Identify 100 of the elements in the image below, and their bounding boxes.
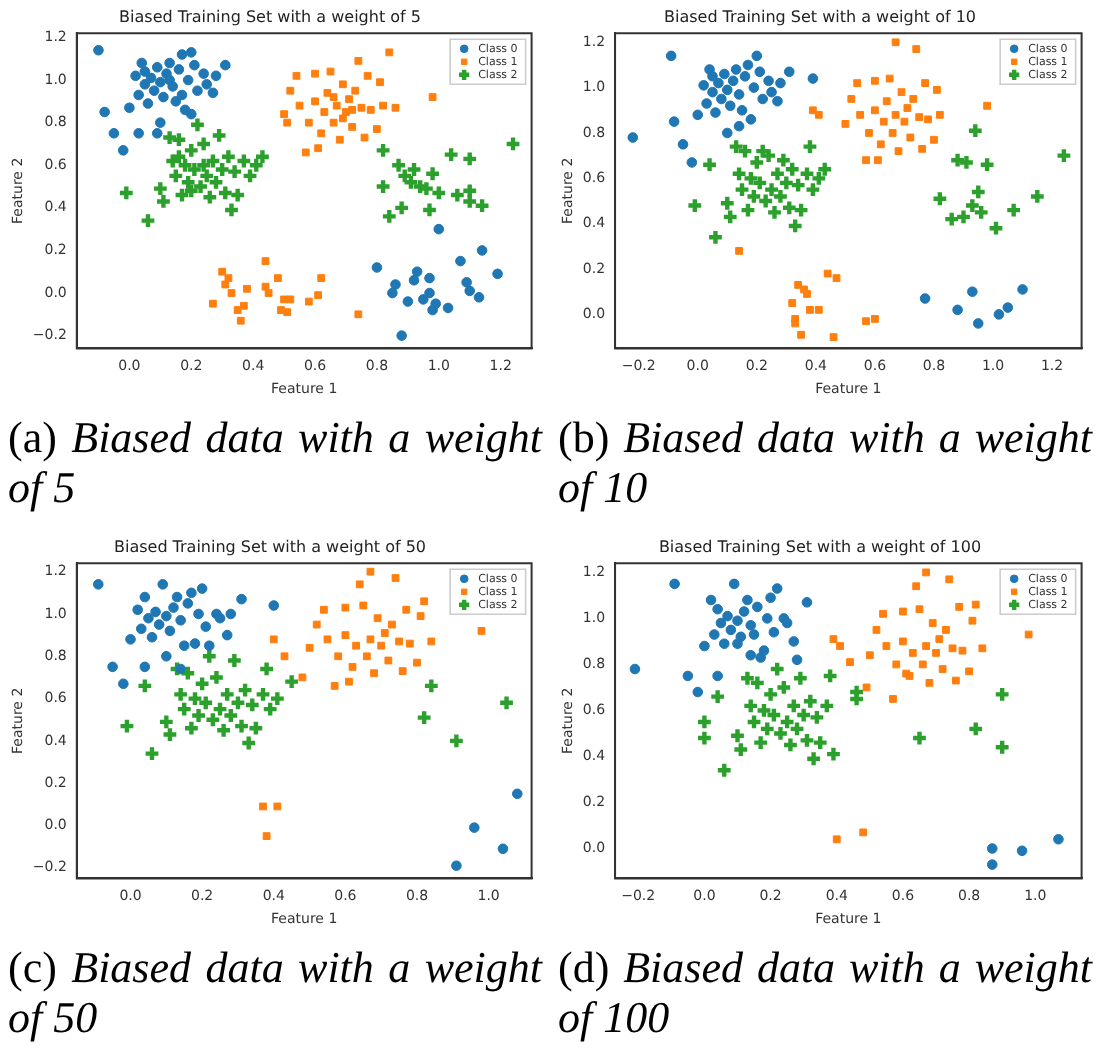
point [751, 50, 763, 62]
point [189, 59, 200, 71]
point [335, 135, 344, 144]
point [951, 676, 960, 685]
point [948, 644, 957, 653]
text: (d) Biased data with a weight of 100 [558, 942, 1092, 1042]
point [915, 605, 924, 614]
point [872, 626, 881, 634]
point [398, 667, 407, 675]
point [701, 98, 712, 109]
point [725, 624, 737, 636]
point [317, 129, 326, 138]
point [405, 639, 414, 648]
point [370, 669, 378, 678]
point [312, 620, 321, 629]
point [935, 635, 944, 644]
point [1053, 833, 1064, 845]
point [402, 605, 411, 614]
point [274, 274, 282, 283]
point [341, 603, 350, 612]
point [806, 305, 814, 314]
point [882, 642, 891, 650]
point [816, 160, 834, 178]
point [323, 635, 332, 644]
point [504, 135, 522, 153]
point [809, 106, 817, 115]
point [745, 114, 757, 125]
point [182, 598, 194, 609]
point [928, 619, 937, 627]
point [669, 578, 680, 590]
point [320, 605, 328, 614]
point [186, 587, 197, 599]
point [736, 105, 748, 116]
point [719, 68, 730, 80]
point [391, 574, 400, 582]
point [965, 667, 973, 676]
point [348, 105, 357, 114]
point [464, 285, 476, 297]
point [153, 619, 165, 630]
point [765, 592, 776, 604]
point [304, 297, 313, 306]
point [204, 640, 215, 651]
point [859, 828, 868, 837]
point [710, 107, 721, 118]
point [264, 289, 273, 297]
point [967, 720, 985, 738]
point [338, 80, 347, 89]
point [451, 860, 462, 872]
point [993, 309, 1005, 320]
point [986, 859, 998, 870]
point [227, 289, 236, 297]
point [362, 652, 371, 661]
point [125, 634, 136, 645]
point [259, 802, 267, 811]
point [171, 591, 183, 603]
point [243, 696, 261, 714]
point [408, 274, 420, 286]
point [801, 692, 819, 710]
point [978, 644, 987, 653]
point [909, 95, 918, 103]
point [317, 274, 326, 283]
point [891, 110, 900, 119]
point [715, 761, 733, 779]
point [707, 70, 718, 82]
point [742, 59, 754, 71]
point [286, 295, 295, 304]
point [469, 822, 480, 833]
point [794, 281, 803, 289]
point [185, 47, 197, 58]
point [900, 117, 909, 126]
point [952, 304, 963, 316]
point [856, 110, 865, 119]
point [387, 287, 398, 299]
point [280, 110, 288, 119]
point [354, 310, 363, 319]
point [136, 57, 148, 69]
point [241, 167, 259, 185]
point [912, 582, 921, 591]
point [283, 118, 292, 127]
point [930, 135, 938, 144]
point [922, 568, 930, 577]
point [178, 640, 190, 651]
point [201, 79, 213, 90]
point [846, 658, 854, 667]
point [192, 85, 203, 96]
point [853, 79, 862, 87]
point [239, 301, 248, 310]
point [363, 71, 372, 80]
point [233, 306, 242, 314]
point [360, 133, 369, 142]
point [888, 129, 897, 137]
point [424, 272, 435, 284]
point [304, 118, 313, 127]
point [283, 308, 292, 317]
point [107, 661, 118, 673]
point [943, 210, 961, 228]
point [781, 617, 793, 629]
point [380, 629, 389, 637]
point [195, 135, 213, 153]
point [136, 677, 154, 695]
